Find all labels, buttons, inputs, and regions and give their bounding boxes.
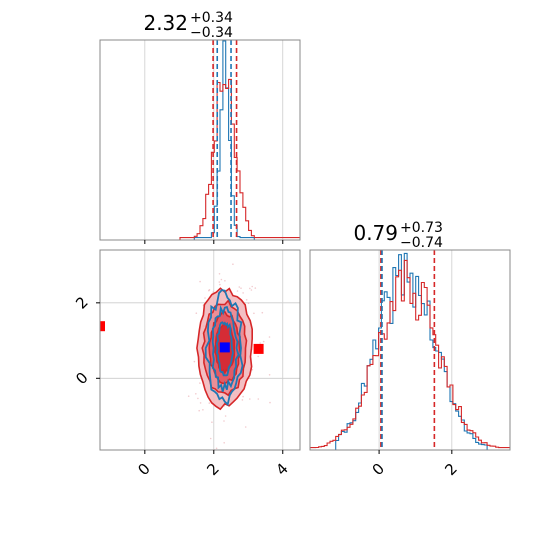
p2-sample-point: [209, 437, 212, 440]
p1-title-value: 2.32: [143, 11, 188, 35]
p2-sample-point: [236, 290, 239, 292]
p2-sample-point: [199, 402, 202, 404]
p2-sample-point: [257, 355, 260, 358]
p1-hist-series-0: [100, 40, 300, 240]
p2-sample-point: [244, 426, 247, 428]
p2-sample-point: [232, 263, 234, 266]
p2-blue-contour-2: [215, 321, 234, 377]
p2-sample-point: [223, 442, 225, 444]
p2-sample-point: [211, 421, 213, 424]
p2-sample-point: [198, 409, 200, 412]
p2-marker-2: [100, 321, 105, 332]
p2-sample-point: [204, 297, 206, 299]
p3-frame: [309, 249, 511, 451]
p2-sample-point: [215, 447, 218, 450]
p3-title-plus: +0.73: [400, 220, 443, 236]
p2-sample-point: [195, 393, 197, 395]
p2-sample-point: [259, 342, 262, 344]
p2-sample-point: [245, 299, 248, 301]
p2-sample-point: [195, 312, 198, 315]
p3-xtick-label: 2: [441, 460, 460, 479]
p2-sample-point: [223, 420, 225, 422]
p2-sample-point: [251, 368, 254, 371]
p2-xtick-label: 4: [272, 460, 291, 479]
p2-blue-contour-0: [204, 289, 244, 407]
p2-sample-point: [261, 311, 264, 314]
p2-sample-point: [249, 287, 251, 290]
p1-title: 2.32 +0.34−0.34: [143, 10, 233, 41]
p3-title-value: 0.79: [353, 221, 398, 245]
p2-sample-point: [224, 415, 227, 417]
p2-sample-point: [240, 287, 242, 290]
p2-sample-point: [212, 291, 214, 293]
p2-sample-point: [199, 280, 201, 283]
p1-title-plus: +0.34: [190, 10, 233, 26]
p2-sample-point: [218, 273, 221, 275]
p2-sample-point: [220, 278, 223, 281]
p2-sample-point: [253, 312, 255, 315]
p3-title-minus: −0.74: [400, 235, 443, 251]
p2-sample-point: [193, 360, 196, 363]
p2-sample-point: [257, 398, 260, 400]
p2-frame: [99, 249, 301, 451]
p2-sample-point: [187, 395, 190, 398]
p2-sample-point: [262, 340, 265, 343]
p2-sample-point: [268, 374, 271, 376]
p2-sample-point: [242, 395, 244, 398]
p1-title-minus: −0.34: [190, 25, 233, 41]
p2-sample-point: [202, 409, 204, 411]
p2-sample-point: [219, 283, 221, 286]
p2-marker-1: [253, 343, 264, 354]
p2-blue-contour-1: [211, 304, 240, 392]
p3-xtick-label: 0: [369, 460, 388, 479]
p2-sample-point: [208, 289, 210, 292]
p1-plot-area: [100, 40, 300, 240]
p2-sample-point: [247, 302, 250, 305]
p3-hist-series-1: [310, 259, 510, 450]
p2-plot-area: [100, 250, 300, 450]
p2-ytick-label: 2: [72, 293, 91, 312]
p1-frame: [99, 39, 301, 241]
p2-sample-point: [269, 401, 271, 404]
p3-title: 0.79 +0.73−0.74: [353, 220, 443, 251]
p2-sample-point: [268, 336, 271, 338]
p2-sample-point: [224, 280, 226, 282]
p2-sample-point: [218, 281, 221, 283]
p2-xtick-label: 2: [203, 460, 222, 479]
p2-sample-point: [197, 397, 199, 400]
p1-hist-series-1: [100, 78, 300, 240]
p2-marker-0: [219, 342, 230, 353]
p2-sample-point: [199, 382, 201, 384]
p2-sample-point: [249, 398, 251, 400]
p2-sample-point: [251, 285, 253, 288]
p2-sample-point: [241, 399, 244, 401]
p2-xtick-label: 0: [134, 460, 153, 479]
panel-hist-param-1: 2.32 +0.34−0.34: [99, 10, 301, 244]
p2-sample-point: [208, 402, 211, 404]
p2-sample-point: [254, 287, 257, 289]
p2-sample-point: [250, 289, 253, 291]
p3-plot-area: [310, 250, 510, 450]
panel-contour-2d: 0 2 4 0 2: [72, 249, 301, 479]
p2-sample-point: [242, 292, 244, 294]
panel-hist-param-2: 0.79 +0.73−0.74 0 2: [309, 220, 511, 479]
p3-hist-series-0: [310, 252, 510, 450]
p2-ytick-label: 0: [72, 369, 91, 388]
p2-sample-point: [238, 286, 241, 288]
